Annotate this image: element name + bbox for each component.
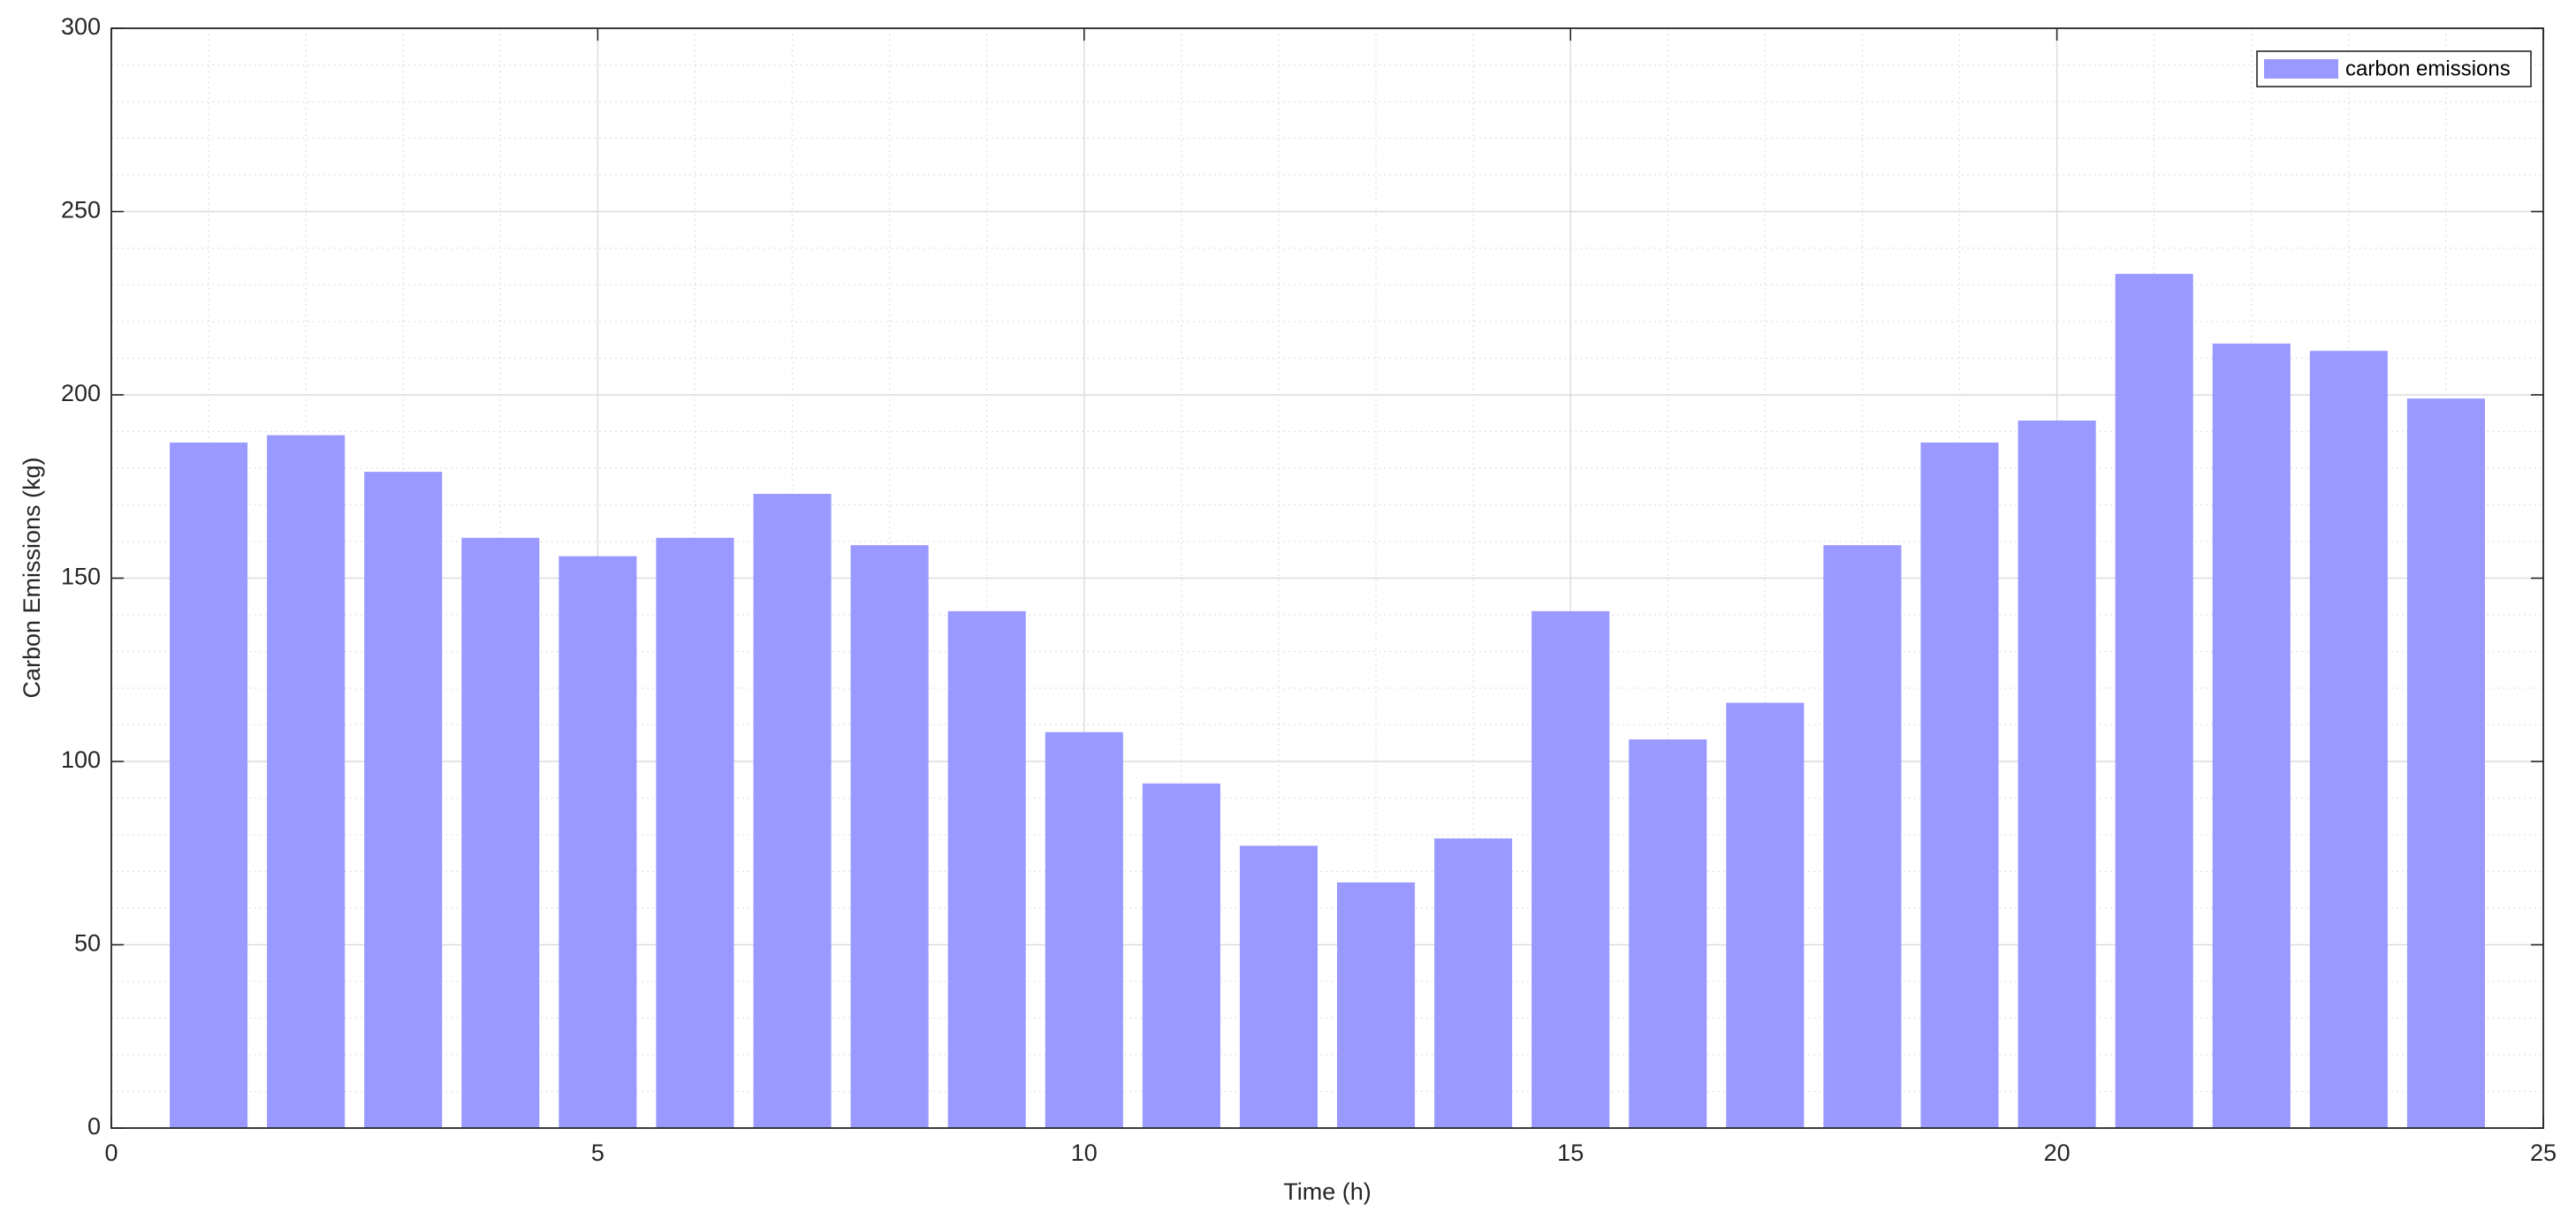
bar bbox=[1629, 739, 1707, 1128]
y-tick-label: 150 bbox=[61, 564, 101, 590]
bar bbox=[1726, 702, 1805, 1128]
y-axis-label: Carbon Emissions (kg) bbox=[19, 457, 45, 698]
x-axis-label: Time (h) bbox=[1283, 1178, 1372, 1205]
y-tick-label: 300 bbox=[61, 13, 101, 40]
bar bbox=[1239, 845, 1318, 1128]
axes-box bbox=[110, 27, 2544, 1129]
y-tick-label: 200 bbox=[61, 380, 101, 406]
legend-label: carbon emissions bbox=[2345, 57, 2511, 80]
bar bbox=[1337, 882, 1416, 1128]
y-tick-label: 100 bbox=[61, 746, 101, 773]
x-tick-label: 5 bbox=[591, 1140, 604, 1166]
bar bbox=[461, 537, 540, 1128]
bar bbox=[2115, 274, 2193, 1128]
bar bbox=[753, 494, 832, 1128]
bar bbox=[2309, 351, 2388, 1128]
bar bbox=[170, 442, 248, 1128]
y-tick-label: 50 bbox=[74, 930, 101, 957]
bar bbox=[559, 556, 637, 1128]
y-tick-label: 0 bbox=[87, 1113, 101, 1140]
bar bbox=[1434, 838, 1513, 1128]
bar bbox=[1142, 783, 1220, 1128]
x-tick-label: 20 bbox=[2044, 1140, 2071, 1166]
x-tick-label: 15 bbox=[1557, 1140, 1584, 1166]
x-tick-label: 10 bbox=[1071, 1140, 1098, 1166]
legend-swatch bbox=[2264, 59, 2338, 79]
bar bbox=[1531, 610, 1610, 1128]
bar bbox=[656, 537, 734, 1128]
x-tick-label: 25 bbox=[2530, 1140, 2557, 1166]
bar bbox=[850, 545, 929, 1128]
bar bbox=[1920, 442, 1999, 1128]
y-tick-label: 250 bbox=[61, 197, 101, 223]
bar bbox=[267, 435, 346, 1128]
bar bbox=[2406, 398, 2485, 1128]
bar bbox=[1045, 731, 1123, 1128]
bar bbox=[947, 610, 1026, 1128]
bar bbox=[364, 472, 443, 1128]
bar bbox=[1823, 545, 1902, 1128]
bar bbox=[2212, 343, 2291, 1128]
x-tick-label: 0 bbox=[104, 1140, 118, 1166]
bar bbox=[2017, 420, 2096, 1128]
